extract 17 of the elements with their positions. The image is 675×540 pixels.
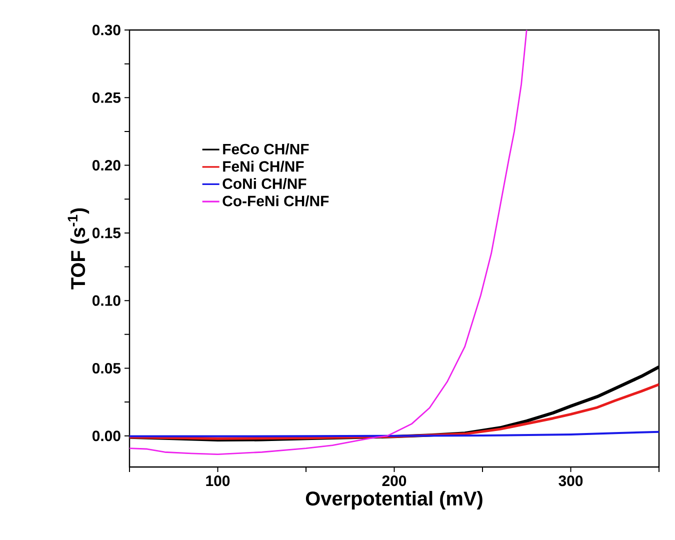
x-tick-label: 100 xyxy=(206,476,230,486)
y-tick-label: 0.30 xyxy=(92,24,120,36)
legend-label: FeCo CH/NF xyxy=(223,143,309,155)
y-tick-label: 0.25 xyxy=(92,92,121,103)
y-axis-title: TOF (s$^{-1}$) xyxy=(68,208,90,290)
y-tick-label: 0.05 xyxy=(92,362,121,374)
legend-label: FeNi CH/NF xyxy=(223,160,304,172)
y-tick-label: 0.10 xyxy=(92,295,120,306)
x-axis-title: Overpotential (mV) xyxy=(306,490,482,510)
legend-label: CoNi CH/NF xyxy=(222,178,306,190)
legend-label: Co-FeNi CH/NF xyxy=(222,195,329,206)
line-series xyxy=(130,30,528,455)
y-tick-label: 0.15 xyxy=(92,228,121,238)
y-tick-label: 0.00 xyxy=(92,430,120,442)
y-tick-label: 0.20 xyxy=(92,160,120,171)
x-tick-label: 300 xyxy=(558,476,583,486)
x-tick-label: 200 xyxy=(382,476,406,486)
